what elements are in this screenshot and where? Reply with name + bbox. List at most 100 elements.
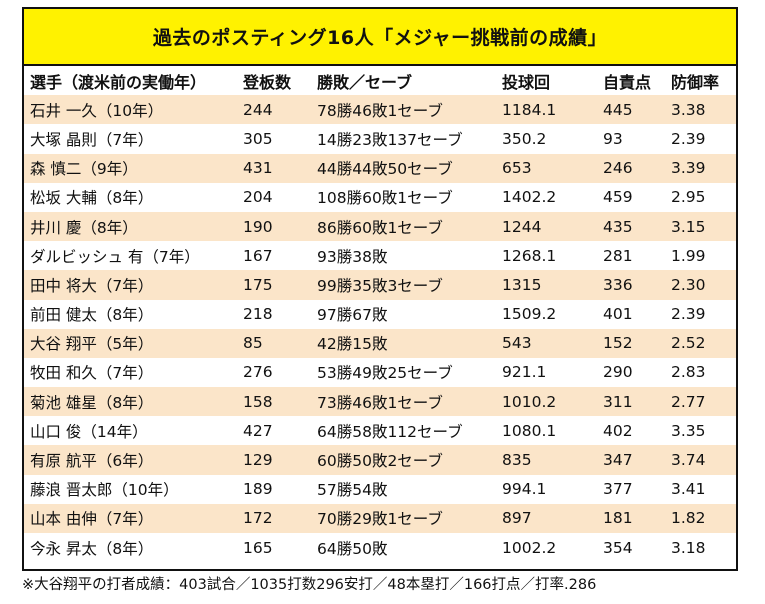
innings-cell: 1244	[496, 211, 597, 242]
stats-table-frame: 過去のポスティング16人「メジャー挑戦前の成績」 選手（渡米前の実働年） 登板数…	[22, 7, 738, 571]
innings-cell: 1402.2	[496, 182, 597, 212]
earned-runs-cell: 377	[597, 474, 665, 504]
innings-cell: 543	[496, 328, 597, 358]
earned-runs-cell: 459	[597, 182, 665, 212]
games-cell: 165	[237, 533, 311, 563]
player-cell: 有原 航平（6年）	[24, 445, 237, 475]
table-row: 藤浪 晋太郎（10年） 189 57勝54敗 994.1 377 3.41	[24, 474, 736, 504]
games-cell: 244	[237, 95, 311, 125]
innings-cell: 1080.1	[496, 416, 597, 446]
games-cell: 172	[237, 503, 311, 533]
record-cell: 14勝23敗137セーブ	[311, 124, 496, 154]
record-cell: 78勝46敗1セーブ	[311, 95, 496, 125]
innings-cell: 897	[496, 503, 597, 533]
era-cell: 2.95	[665, 182, 736, 212]
innings-cell: 1315	[496, 270, 597, 300]
table-row: 松坂 大輔（8年） 204 108勝60敗1セーブ 1402.2 459 2.95	[24, 182, 736, 212]
record-cell: 60勝50敗2セーブ	[311, 445, 496, 475]
era-cell: 3.39	[665, 153, 736, 183]
games-cell: 276	[237, 357, 311, 388]
record-cell: 64勝58敗112セーブ	[311, 416, 496, 446]
era-cell: 3.74	[665, 445, 736, 475]
earned-runs-cell: 445	[597, 95, 665, 125]
earned-runs-cell: 401	[597, 299, 665, 329]
header-innings: 投球回	[496, 66, 597, 96]
table-row: 石井 一久（10年） 244 78勝46敗1セーブ 1184.1 445 3.38	[24, 95, 736, 125]
player-cell: 牧田 和久（7年）	[24, 357, 237, 388]
earned-runs-cell: 347	[597, 445, 665, 475]
innings-cell: 653	[496, 153, 597, 183]
earned-runs-cell: 435	[597, 211, 665, 242]
player-cell: 前田 健太（8年）	[24, 299, 237, 329]
table-row: 今永 昇太（8年） 165 64勝50敗 1002.2 354 3.18	[24, 533, 736, 563]
era-cell: 2.77	[665, 387, 736, 417]
record-cell: 73勝46敗1セーブ	[311, 387, 496, 417]
era-cell: 2.30	[665, 270, 736, 300]
innings-cell: 1002.2	[496, 533, 597, 563]
record-cell: 42勝15敗	[311, 328, 496, 358]
earned-runs-cell: 402	[597, 416, 665, 446]
innings-cell: 350.2	[496, 124, 597, 154]
innings-cell: 1509.2	[496, 299, 597, 329]
games-cell: 427	[237, 416, 311, 446]
games-cell: 167	[237, 241, 311, 271]
record-cell: 57勝54敗	[311, 474, 496, 504]
era-cell: 1.82	[665, 503, 736, 533]
earned-runs-cell: 354	[597, 533, 665, 563]
player-cell: 藤浪 晋太郎（10年）	[24, 474, 237, 504]
table-title: 過去のポスティング16人「メジャー挑戦前の成績」	[24, 9, 736, 66]
era-cell: 1.99	[665, 241, 736, 271]
header-player: 選手（渡米前の実働年）	[24, 66, 237, 96]
earned-runs-cell: 152	[597, 328, 665, 358]
innings-cell: 994.1	[496, 474, 597, 504]
era-cell: 3.35	[665, 416, 736, 446]
record-cell: 99勝35敗3セーブ	[311, 270, 496, 300]
record-cell: 70勝29敗1セーブ	[311, 503, 496, 533]
table-row: 井川 慶（8年） 190 86勝60敗1セーブ 1244 435 3.15	[24, 211, 736, 242]
player-cell: 森 慎二（9年）	[24, 153, 237, 183]
posting-stats-table: 選手（渡米前の実働年） 登板数 勝敗／セーブ 投球回 自責点 防御率 石井 一久…	[24, 66, 736, 563]
header-games: 登板数	[237, 66, 311, 96]
games-cell: 218	[237, 299, 311, 329]
innings-cell: 1010.2	[496, 387, 597, 417]
record-cell: 44勝44敗50セーブ	[311, 153, 496, 183]
games-cell: 431	[237, 153, 311, 183]
table-row: ダルビッシュ 有（7年） 167 93勝38敗 1268.1 281 1.99	[24, 241, 736, 271]
table-row: 山本 由伸（7年） 172 70勝29敗1セーブ 897 181 1.82	[24, 503, 736, 533]
player-cell: ダルビッシュ 有（7年）	[24, 241, 237, 271]
table-row: 牧田 和久（7年） 276 53勝49敗25セーブ 921.1 290 2.83	[24, 357, 736, 388]
innings-cell: 1268.1	[496, 241, 597, 271]
earned-runs-cell: 246	[597, 153, 665, 183]
record-cell: 108勝60敗1セーブ	[311, 182, 496, 212]
player-cell: 大塚 晶則（7年）	[24, 124, 237, 154]
earned-runs-cell: 290	[597, 357, 665, 388]
record-cell: 86勝60敗1セーブ	[311, 211, 496, 242]
era-cell: 2.83	[665, 357, 736, 388]
innings-cell: 1184.1	[496, 95, 597, 125]
era-cell: 3.41	[665, 474, 736, 504]
table-row: 大谷 翔平（5年） 85 42勝15敗 543 152 2.52	[24, 328, 736, 358]
header-record: 勝敗／セーブ	[311, 66, 496, 96]
player-cell: 菊池 雄星（8年）	[24, 387, 237, 417]
record-cell: 97勝67敗	[311, 299, 496, 329]
games-cell: 129	[237, 445, 311, 475]
earned-runs-cell: 336	[597, 270, 665, 300]
earned-runs-cell: 181	[597, 503, 665, 533]
table-row: 山口 俊（14年） 427 64勝58敗112セーブ 1080.1 402 3.35	[24, 416, 736, 446]
footnote: ※大谷翔平の打者成績：403試合／1035打数296安打／48本塁打／166打点…	[22, 577, 597, 593]
player-cell: 大谷 翔平（5年）	[24, 328, 237, 358]
games-cell: 189	[237, 474, 311, 504]
games-cell: 175	[237, 270, 311, 300]
player-cell: 松坂 大輔（8年）	[24, 182, 237, 212]
table-row: 田中 将大（7年） 175 99勝35敗3セーブ 1315 336 2.30	[24, 270, 736, 300]
innings-cell: 835	[496, 445, 597, 475]
record-cell: 53勝49敗25セーブ	[311, 357, 496, 388]
era-cell: 2.39	[665, 124, 736, 154]
player-cell: 石井 一久（10年）	[24, 95, 237, 125]
games-cell: 158	[237, 387, 311, 417]
record-cell: 64勝50敗	[311, 533, 496, 563]
player-cell: 井川 慶（8年）	[24, 211, 237, 242]
player-cell: 今永 昇太（8年）	[24, 533, 237, 563]
table-row: 菊池 雄星（8年） 158 73勝46敗1セーブ 1010.2 311 2.77	[24, 387, 736, 417]
record-cell: 93勝38敗	[311, 241, 496, 271]
